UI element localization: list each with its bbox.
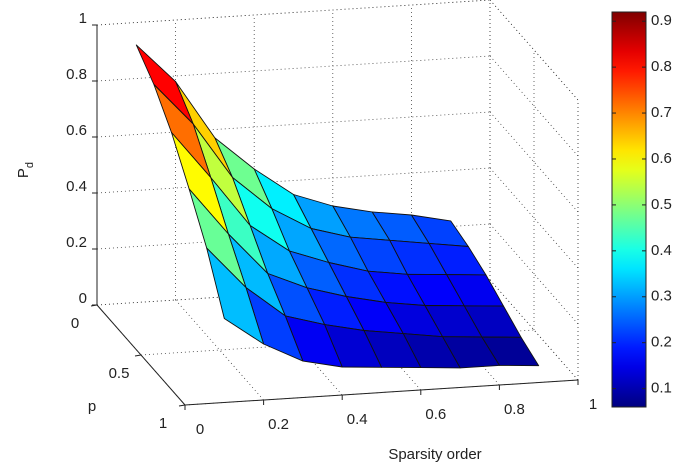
z-tick-label: 0.8 <box>66 66 87 83</box>
z-tick-label: 0.4 <box>66 178 87 195</box>
colorbar-tick-label: 0.2 <box>651 334 672 351</box>
colorbar-tick-label: 0.8 <box>651 58 672 75</box>
colorbar-tick-label: 0.9 <box>651 12 672 29</box>
grid-line <box>96 167 491 194</box>
z-axis-label-sub: d <box>24 162 36 168</box>
y-tick-label: 0 <box>71 315 79 332</box>
y-tick-label: 1 <box>159 415 167 432</box>
colorbar-tick-label: 0.6 <box>651 150 672 167</box>
surface-patch <box>206 247 265 345</box>
z-tick-label: 0.2 <box>66 234 87 251</box>
z-axis-label: Pd <box>15 162 36 178</box>
x-axis-line <box>184 379 579 406</box>
colorbar-tick-label: 0.3 <box>651 288 672 305</box>
grid-line <box>96 111 491 138</box>
y-axis-label: p <box>88 398 96 415</box>
colorbar-tick-label: 0.7 <box>651 104 672 121</box>
y-tick-label: 0.5 <box>109 365 130 382</box>
colorbar <box>611 11 647 408</box>
z-tick-label: 0.6 <box>66 122 87 139</box>
y-axis-line <box>96 304 186 406</box>
x-axis-label: Sparsity order <box>388 446 481 463</box>
x-tick-label: 0.6 <box>425 406 446 423</box>
colorbar-tick-label: 0.5 <box>651 196 672 213</box>
x-tick-label: 0.4 <box>347 411 368 428</box>
z-tick-label: 0 <box>79 290 87 307</box>
box-edge <box>96 0 491 26</box>
tick-mark <box>134 354 142 357</box>
z-axis-label-main: P <box>15 168 32 178</box>
x-tick-label: 0.2 <box>268 416 289 433</box>
tick-mark <box>178 404 186 407</box>
z-tick-label: 1 <box>79 10 87 27</box>
x-tick-label: 1 <box>589 396 597 413</box>
x-tick-label: 0 <box>196 421 204 438</box>
colorbar-tick-label: 0.1 <box>651 380 672 397</box>
x-tick-label: 0.8 <box>504 401 525 418</box>
colorbar-tick-label: 0.4 <box>651 242 672 259</box>
grid-line <box>96 55 491 82</box>
